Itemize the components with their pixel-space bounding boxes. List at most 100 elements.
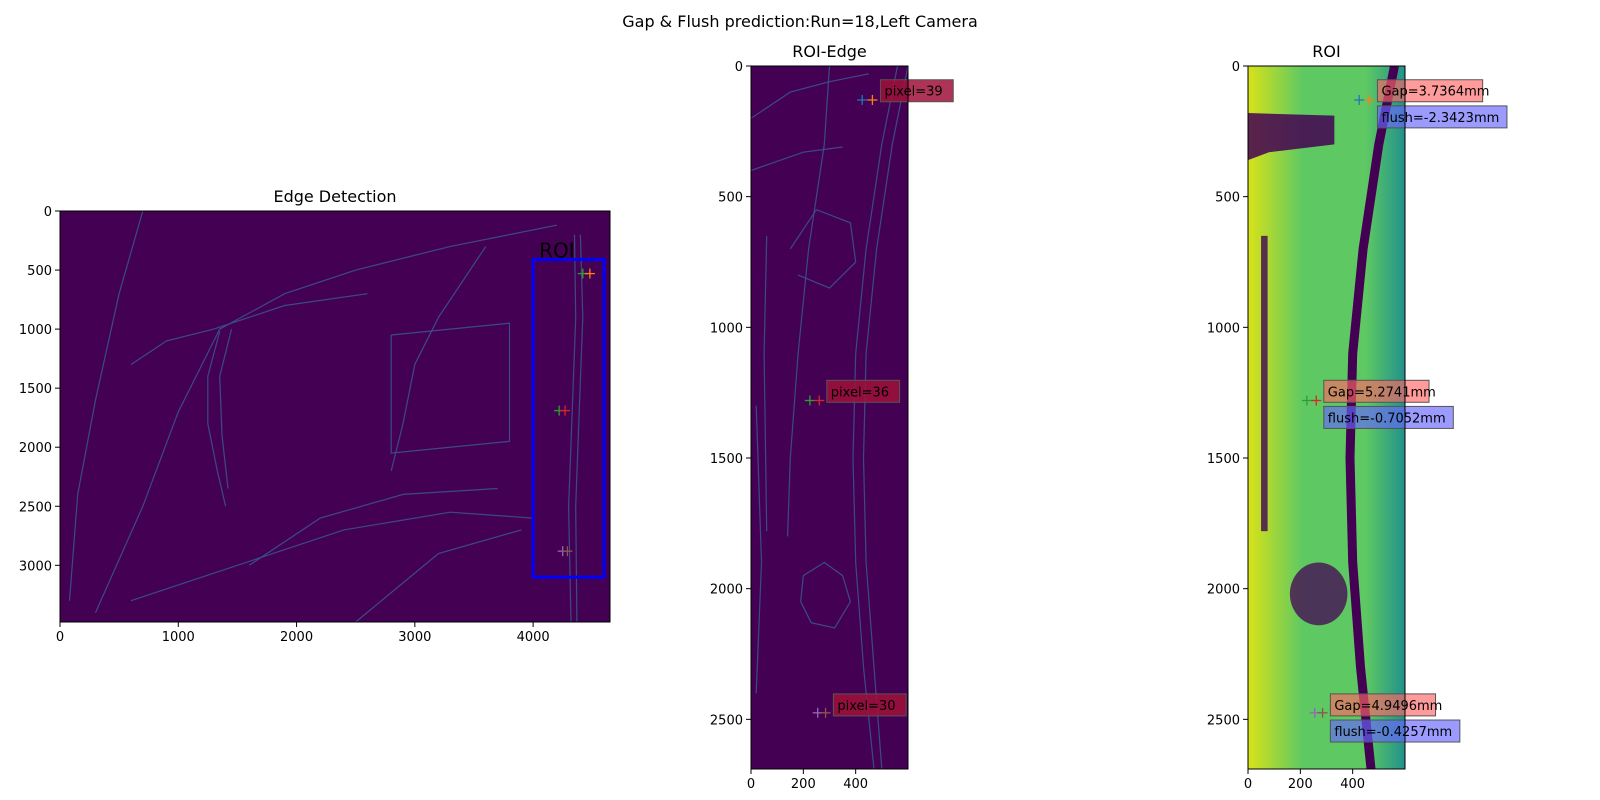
y-tick-label: 3000 (19, 559, 52, 574)
annotation-box (1323, 379, 1430, 403)
annotation-text: flush=-0.7052mm (1328, 411, 1446, 426)
edge-line (248, 487, 498, 566)
annotation-text: pixel=39 (884, 85, 942, 100)
edge-line (207, 331, 227, 507)
x-tick-label: 200 (791, 777, 816, 792)
marker-point (584, 268, 595, 279)
axes-frame (59, 210, 611, 623)
edge-line (862, 66, 908, 769)
y-tick-label: 1500 (1207, 452, 1240, 467)
roi-label: ROI (539, 238, 575, 262)
annotation-text: pixel=30 (837, 699, 895, 714)
annotation-box (826, 379, 901, 403)
x-tick-label: 4000 (517, 630, 550, 645)
roi-box (531, 257, 606, 579)
marker-point (1354, 94, 1365, 105)
panel-title: ROI (1312, 42, 1340, 61)
image-background (751, 66, 908, 769)
marker-point (562, 546, 573, 557)
annotation-box (1376, 105, 1508, 129)
marker-point (857, 94, 868, 105)
bar (1261, 235, 1268, 532)
marker-point (820, 707, 831, 718)
edge-line (390, 246, 487, 471)
clip (1289, 562, 1348, 626)
y-tick-label: 1000 (710, 321, 743, 336)
annotation-label: flush=-0.4257mm (1329, 719, 1461, 743)
y-tick-label: 1000 (1207, 321, 1240, 336)
annotation-text: Gap=5.2741mm (1328, 385, 1436, 400)
panel-roi: Gap=3.7364mm flush=-2.3423mm Gap=5.2741mm f… (1207, 42, 1508, 792)
y-tick-label: 2500 (1207, 713, 1240, 728)
x-tick-label: 0 (1244, 777, 1252, 792)
edge-line (755, 405, 763, 694)
panel-roi_edge: pixel=39 pixel=36 pixel=30 ROI-Edge 0 200 400 0… (710, 42, 954, 792)
y-tick-label: 2500 (710, 713, 743, 728)
annotation-label: flush=-0.7052mm (1323, 405, 1454, 429)
dark-region (1248, 113, 1335, 161)
edge-line (751, 73, 869, 119)
annotation-box (1329, 693, 1437, 717)
x-tick-label: 0 (56, 630, 64, 645)
edge-line (567, 234, 577, 622)
edge-line (789, 208, 857, 289)
edge-line (852, 66, 899, 769)
annotation-label: pixel=39 (879, 79, 954, 103)
annotation-box (879, 79, 954, 103)
edge-line (355, 529, 522, 622)
x-tick-label: 3000 (398, 630, 431, 645)
annotation-text: pixel=36 (831, 385, 889, 400)
edge-line (130, 511, 534, 602)
x-tick-label: 400 (1340, 777, 1365, 792)
panel-edge: ROI Edge Detection 0 1000 2000 3000 4000 0 500 10… (19, 187, 611, 645)
image-content (60, 211, 610, 622)
edge-line (575, 234, 584, 622)
annotation-label: pixel=36 (826, 379, 901, 403)
y-tick-label: 2000 (710, 583, 743, 598)
y-tick-label: 0 (44, 205, 52, 220)
annotation-label: pixel=30 (832, 693, 907, 717)
marker-point (814, 395, 825, 406)
y-tick-label: 2500 (19, 500, 52, 515)
annotation-box (1323, 405, 1454, 429)
annotation-text: flush=-0.4257mm (1334, 725, 1452, 740)
x-tick-label: 400 (843, 777, 868, 792)
y-tick-label: 2000 (19, 441, 52, 456)
y-tick-label: 500 (27, 264, 52, 279)
edge-line (68, 211, 144, 601)
marker-point (1364, 94, 1375, 105)
y-tick-label: 0 (735, 60, 743, 75)
annotation-label: Gap=5.2741mm (1323, 379, 1436, 403)
y-tick-label: 1500 (710, 452, 743, 467)
y-tick-label: 0 (1232, 60, 1240, 75)
annotation-label: flush=-2.3423mm (1376, 105, 1508, 129)
edge-line (130, 293, 368, 365)
annotation-text: flush=-2.3423mm (1381, 111, 1499, 126)
marker-point (1317, 707, 1328, 718)
x-tick-label: 200 (1288, 777, 1313, 792)
annotation-text: Gap=3.7364mm (1381, 85, 1489, 100)
marker-point (804, 395, 815, 406)
annotation-label: Gap=3.7364mm (1376, 79, 1489, 103)
y-tick-label: 500 (718, 191, 743, 206)
x-tick-label: 0 (747, 777, 755, 792)
marker-point (560, 405, 571, 416)
y-tick-label: 500 (1215, 191, 1240, 206)
y-tick-label: 1000 (19, 323, 52, 338)
annotation-box (1329, 719, 1461, 743)
edge-line (763, 235, 768, 532)
marker-point (1301, 395, 1312, 406)
x-tick-label: 2000 (280, 630, 313, 645)
image-content (751, 66, 908, 769)
annotation-text: Gap=4.9496mm (1334, 699, 1442, 714)
panel-title: Edge Detection (273, 187, 396, 206)
panel-title: ROI-Edge (792, 42, 866, 61)
y-tick-label: 2000 (1207, 583, 1240, 598)
edge-line (800, 561, 852, 629)
figure-suptitle: Gap & Flush prediction:Run=18,Left Camer… (622, 12, 978, 31)
marker-point (1311, 395, 1322, 406)
annotation-box (1376, 79, 1484, 103)
edge-line (751, 146, 843, 172)
